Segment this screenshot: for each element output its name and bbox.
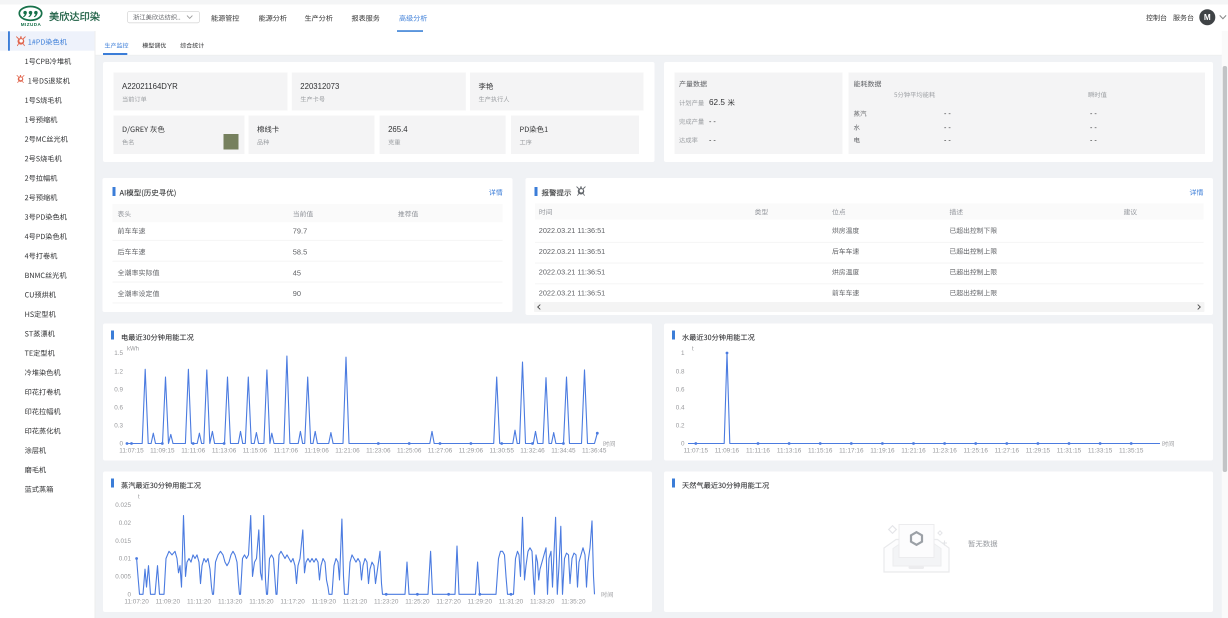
svg-text:11:13:16: 11:13:16 <box>777 448 802 455</box>
svg-text:1.5: 1.5 <box>114 350 123 357</box>
svg-text:A22021164DYR: A22021164DYR <box>122 82 178 91</box>
svg-text:2022.03.21 11:36:51: 2022.03.21 11:36:51 <box>539 268 605 277</box>
svg-text:62.5: 62.5 <box>709 98 725 107</box>
svg-text:0.015: 0.015 <box>115 538 131 545</box>
svg-text:0.005: 0.005 <box>115 574 131 581</box>
svg-text:11:13:20: 11:13:20 <box>218 598 243 605</box>
svg-text:11:33:15: 11:33:15 <box>1088 448 1113 455</box>
svg-text:kWh: kWh <box>127 347 139 353</box>
svg-text:0.02: 0.02 <box>119 520 132 527</box>
svg-text:90: 90 <box>293 289 301 298</box>
svg-text:11:25:06: 11:25:06 <box>397 448 422 455</box>
svg-text:265.4: 265.4 <box>388 125 408 134</box>
svg-text:11:34:45: 11:34:45 <box>551 448 576 455</box>
svg-text:11:23:06: 11:23:06 <box>366 448 391 455</box>
svg-text:11:17:20: 11:17:20 <box>280 598 305 605</box>
svg-text:0.6: 0.6 <box>676 386 685 393</box>
svg-text:11:17:06: 11:17:06 <box>274 448 299 455</box>
svg-text:0: 0 <box>119 441 123 448</box>
svg-text:11:11:06: 11:11:06 <box>181 448 205 455</box>
svg-text:- -: - - <box>944 123 951 132</box>
svg-text:11:25:16: 11:25:16 <box>963 448 988 455</box>
svg-text:0.01: 0.01 <box>119 556 132 563</box>
svg-text:11:07:15: 11:07:15 <box>119 448 144 455</box>
svg-text:2022.03.21 11:36:51: 2022.03.21 11:36:51 <box>539 288 605 297</box>
svg-text:2022.03.21 11:36:51: 2022.03.21 11:36:51 <box>539 247 605 256</box>
svg-text:11:31:15: 11:31:15 <box>1057 448 1082 455</box>
svg-text:- -: - - <box>709 136 716 145</box>
svg-text:11:11:16: 11:11:16 <box>746 448 770 455</box>
svg-text:11:07:15: 11:07:15 <box>684 448 709 455</box>
svg-text:11:29:20: 11:29:20 <box>468 598 493 605</box>
svg-text:11:21:20: 11:21:20 <box>343 598 368 605</box>
svg-text:0.3: 0.3 <box>114 423 123 430</box>
svg-text:11:11:20: 11:11:20 <box>187 598 211 605</box>
svg-text:- -: - - <box>1090 136 1097 145</box>
svg-text:79.7: 79.7 <box>293 227 307 236</box>
svg-text:2022.03.21 11:36:51: 2022.03.21 11:36:51 <box>539 226 605 235</box>
svg-text:11:27:20: 11:27:20 <box>436 598 461 605</box>
svg-text:11:21:06: 11:21:06 <box>335 448 360 455</box>
svg-text:11:23:20: 11:23:20 <box>374 598 399 605</box>
svg-text:- -: - - <box>709 117 716 126</box>
svg-text:0.6: 0.6 <box>114 405 123 412</box>
svg-text:- -: - - <box>944 109 951 118</box>
svg-text:11:25:20: 11:25:20 <box>405 598 430 605</box>
svg-text:0: 0 <box>681 441 685 448</box>
svg-text:11:27:06: 11:27:06 <box>428 448 453 455</box>
svg-text:1.2: 1.2 <box>114 368 123 375</box>
svg-text:- -: - - <box>1090 123 1097 132</box>
svg-text:- -: - - <box>944 136 951 145</box>
svg-text:11:32:46: 11:32:46 <box>520 448 545 455</box>
svg-text:0.9: 0.9 <box>114 386 123 393</box>
svg-text:11:19:16: 11:19:16 <box>870 448 895 455</box>
svg-text:1: 1 <box>681 350 685 357</box>
svg-text:220312073: 220312073 <box>300 82 339 91</box>
svg-text:11:35:20: 11:35:20 <box>561 598 586 605</box>
svg-text:MIZUDA: MIZUDA <box>21 22 42 27</box>
svg-text:11:09:15: 11:09:15 <box>150 448 175 455</box>
svg-text:11:15:16: 11:15:16 <box>808 448 833 455</box>
svg-text:11:29:06: 11:29:06 <box>459 448 484 455</box>
svg-text:11:13:06: 11:13:06 <box>212 448 237 455</box>
svg-text:11:27:16: 11:27:16 <box>995 448 1020 455</box>
svg-text:t: t <box>692 347 694 353</box>
svg-text:t: t <box>138 495 140 501</box>
svg-text:11:15:20: 11:15:20 <box>249 598 274 605</box>
svg-text:11:19:06: 11:19:06 <box>304 448 329 455</box>
svg-text:11:30:55: 11:30:55 <box>489 448 514 455</box>
svg-text:M: M <box>1204 13 1211 22</box>
svg-text:11:36:45: 11:36:45 <box>582 448 607 455</box>
svg-text:0: 0 <box>127 592 131 599</box>
svg-text:11:21:16: 11:21:16 <box>901 448 926 455</box>
svg-text:11:09:16: 11:09:16 <box>715 448 740 455</box>
svg-text:58.5: 58.5 <box>293 247 307 256</box>
svg-text:11:33:20: 11:33:20 <box>530 598 555 605</box>
svg-text:0.4: 0.4 <box>676 405 685 412</box>
svg-text:0.025: 0.025 <box>115 502 131 509</box>
svg-text:11:23:16: 11:23:16 <box>932 448 957 455</box>
svg-text:11:17:16: 11:17:16 <box>839 448 864 455</box>
svg-text:11:31:20: 11:31:20 <box>499 598 524 605</box>
svg-text:0.2: 0.2 <box>676 423 685 430</box>
svg-text:- -: - - <box>1090 109 1097 118</box>
svg-text:11:09:20: 11:09:20 <box>156 598 181 605</box>
svg-text:11:07:20: 11:07:20 <box>124 598 149 605</box>
svg-text:11:15:06: 11:15:06 <box>243 448 268 455</box>
svg-text:45: 45 <box>293 268 301 277</box>
svg-text:11:19:20: 11:19:20 <box>312 598 337 605</box>
svg-text:11:29:15: 11:29:15 <box>1026 448 1051 455</box>
svg-text:11:35:15: 11:35:15 <box>1119 448 1144 455</box>
svg-text:0.8: 0.8 <box>676 368 685 375</box>
